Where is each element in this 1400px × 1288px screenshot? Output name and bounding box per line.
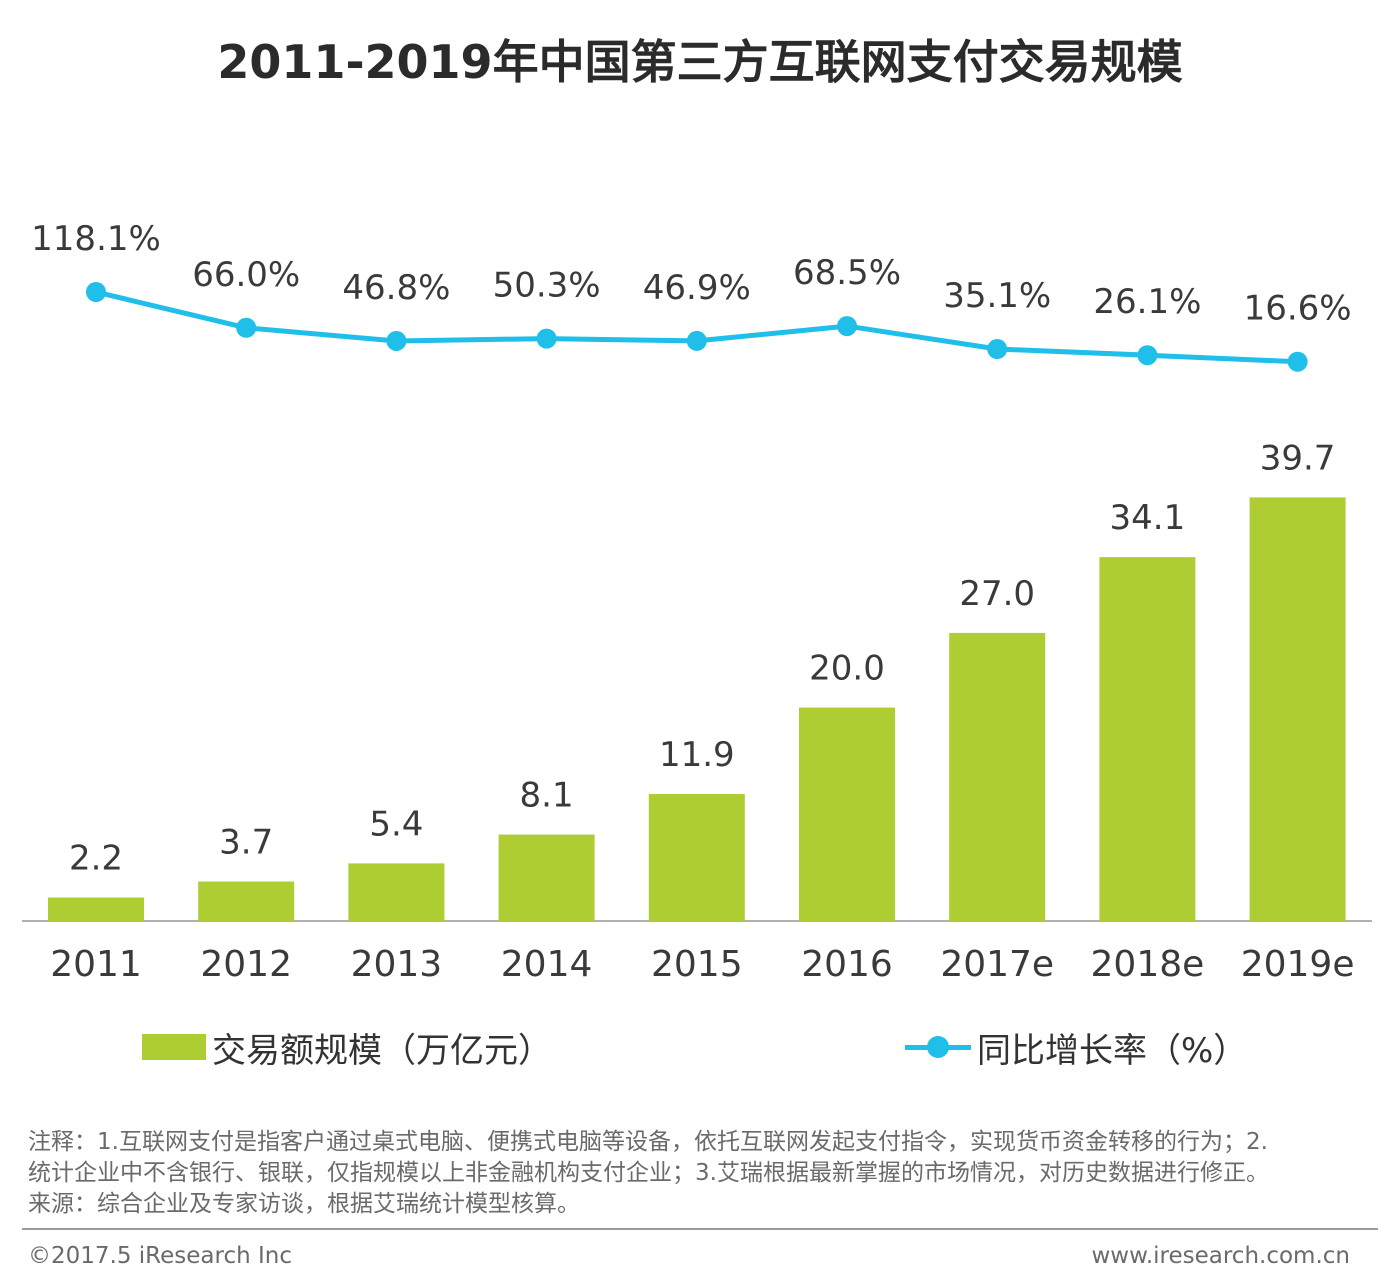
copyright-text: ©2017.5 iResearch Inc xyxy=(28,1243,292,1269)
growth-value-label-2013: 46.8% xyxy=(342,268,450,308)
bar-2011 xyxy=(48,897,144,921)
bar-2018e xyxy=(1099,557,1196,921)
bar-2017e xyxy=(949,632,1046,921)
growth-point-2013 xyxy=(386,330,407,351)
note-line-1: 注释：1.互联网支付是指客户通过桌式电脑、便携式电脑等设备，依托互联网发起支付指… xyxy=(28,1129,1268,1155)
bar-2012 xyxy=(198,881,295,921)
note-line-2: 统计企业中不含银行、银联，仅指规模以上非金融机构支付企业；3.艾瑞根据最新掌握的… xyxy=(28,1160,1269,1186)
growth-point-2019e xyxy=(1287,351,1308,372)
bar-2013 xyxy=(348,863,445,921)
x-tick-label-2011: 2011 xyxy=(50,944,142,985)
legend-line-item: 同比增长率（%） xyxy=(905,1022,1247,1072)
legend-line-label: 同比增长率（%） xyxy=(977,1030,1248,1071)
x-tick-label-2014: 2014 xyxy=(501,944,593,985)
bar-value-label-2012: 3.7 xyxy=(219,823,273,863)
bar-2015 xyxy=(648,794,745,921)
legend-bar-label: 交易额规模（万亿元） xyxy=(212,1030,552,1071)
legend-bar-swatch xyxy=(142,1034,206,1060)
x-tick-label-2012: 2012 xyxy=(200,944,292,985)
source-line: 来源：综合企业及专家访谈，根据艾瑞统计模型核算。 xyxy=(28,1191,580,1217)
bar-2019e xyxy=(1249,497,1346,921)
chart-title: 2011-2019年中国第三方互联网支付交易规模 xyxy=(217,35,1183,89)
growth-point-2017e xyxy=(987,339,1008,360)
bar-2016 xyxy=(799,707,895,921)
bar-2014 xyxy=(498,834,595,921)
growth-value-label-2015: 46.9% xyxy=(643,268,751,308)
growth-value-label-2012: 66.0% xyxy=(192,255,300,295)
growth-point-2014 xyxy=(536,328,557,349)
bar-value-label-2016: 20.0 xyxy=(809,649,885,689)
chart-area: 2.2 2011 3.7 2012 5.4 2013 8.1 2014 11.9 2015 20.0… xyxy=(22,219,1372,985)
bar-value-label-2014: 8.1 xyxy=(520,776,574,816)
legend-line-swatch xyxy=(905,1034,971,1060)
bar-value-label-2018e: 34.1 xyxy=(1110,498,1186,538)
growth-point-2012 xyxy=(236,317,257,338)
x-tick-label-2016: 2016 xyxy=(801,944,893,985)
bar-value-label-2015: 11.9 xyxy=(659,735,735,775)
legend-bar-item: 交易额规模（万亿元） xyxy=(142,1022,552,1072)
growth-value-label-2019e: 16.6% xyxy=(1244,289,1352,329)
bar-value-label-2017e: 27.0 xyxy=(959,574,1035,614)
bar-value-label-2013: 5.4 xyxy=(369,804,423,844)
growth-point-2011 xyxy=(86,282,106,302)
bar-value-label-2011: 2.2 xyxy=(69,839,123,879)
chart-notes: 注释：1.互联网支付是指客户通过桌式电脑、便携式电脑等设备，依托互联网发起支付指… xyxy=(28,1127,1378,1220)
footer-divider xyxy=(22,1228,1378,1230)
growth-value-label-2017e: 35.1% xyxy=(943,276,1051,316)
growth-point-2018e xyxy=(1137,345,1158,366)
growth-value-label-2016: 68.5% xyxy=(793,253,901,293)
website-link[interactable]: www.iresearch.com.cn xyxy=(1091,1243,1351,1269)
growth-point-2015 xyxy=(686,330,707,351)
growth-value-label-2018e: 26.1% xyxy=(1093,282,1201,322)
x-tick-label-2019e: 2019e xyxy=(1241,944,1355,985)
x-tick-label-2015: 2015 xyxy=(651,944,743,985)
x-tick-label-2013: 2013 xyxy=(351,944,443,985)
growth-value-label-2011: 118.1% xyxy=(31,219,161,259)
bar-value-label-2019e: 39.7 xyxy=(1260,438,1336,478)
growth-point-2016 xyxy=(837,316,857,337)
x-tick-label-2018e: 2018e xyxy=(1091,944,1205,985)
x-tick-label-2017e: 2017e xyxy=(940,944,1054,985)
growth-value-label-2014: 50.3% xyxy=(493,266,601,306)
